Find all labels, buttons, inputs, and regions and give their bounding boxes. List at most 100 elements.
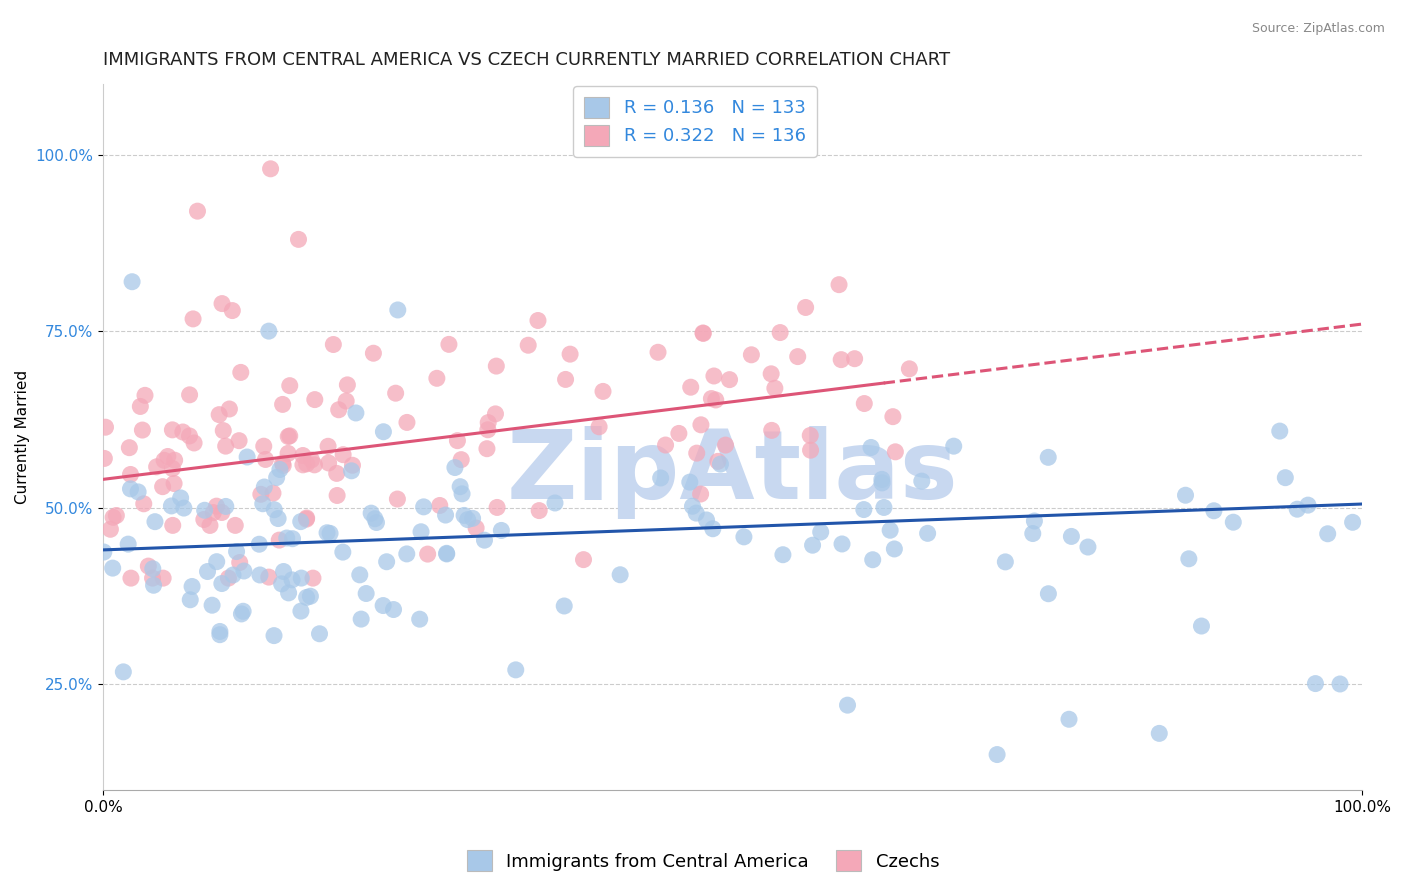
Legend: R = 0.136   N = 133, R = 0.322   N = 136: R = 0.136 N = 133, R = 0.322 N = 136 xyxy=(574,87,817,157)
Point xyxy=(257,324,280,338)
Point xyxy=(322,337,344,351)
Point xyxy=(162,423,184,437)
Point xyxy=(444,460,467,475)
Point xyxy=(326,488,349,502)
Point xyxy=(105,508,128,523)
Point xyxy=(572,552,595,566)
Point xyxy=(1202,504,1225,518)
Point xyxy=(437,337,460,351)
Point xyxy=(1178,551,1201,566)
Point xyxy=(217,571,239,585)
Point xyxy=(342,458,364,473)
Point xyxy=(336,377,359,392)
Point xyxy=(449,480,471,494)
Point xyxy=(134,388,156,402)
Point xyxy=(810,524,832,539)
Point xyxy=(291,449,314,463)
Point xyxy=(484,407,506,421)
Text: ZipAtlas: ZipAtlas xyxy=(506,425,959,519)
Point xyxy=(205,499,228,513)
Point xyxy=(860,441,883,455)
Point xyxy=(870,472,893,486)
Point xyxy=(269,462,291,476)
Point xyxy=(679,475,702,490)
Point xyxy=(229,365,252,379)
Point xyxy=(120,467,142,482)
Point xyxy=(173,501,195,516)
Point xyxy=(179,429,201,443)
Point xyxy=(202,506,225,520)
Point xyxy=(94,420,117,434)
Point xyxy=(436,547,458,561)
Point xyxy=(121,275,143,289)
Point xyxy=(160,499,183,513)
Point xyxy=(250,487,273,501)
Point xyxy=(517,338,540,352)
Point xyxy=(304,392,326,407)
Point xyxy=(387,491,409,506)
Point xyxy=(882,409,904,424)
Point xyxy=(692,326,714,340)
Point xyxy=(1341,516,1364,530)
Point xyxy=(1038,450,1060,465)
Point xyxy=(295,511,318,525)
Point xyxy=(668,426,690,441)
Point xyxy=(100,522,122,536)
Point xyxy=(162,461,184,475)
Point xyxy=(689,487,711,501)
Point xyxy=(1329,677,1351,691)
Point xyxy=(193,512,215,526)
Point xyxy=(278,378,301,392)
Point xyxy=(942,439,965,453)
Point xyxy=(232,604,254,618)
Point xyxy=(799,428,821,442)
Point xyxy=(340,464,363,478)
Point xyxy=(1060,529,1083,543)
Point xyxy=(194,503,217,517)
Point xyxy=(93,545,115,559)
Point xyxy=(485,359,508,373)
Point xyxy=(679,380,702,394)
Point xyxy=(138,559,160,574)
Point xyxy=(879,523,901,537)
Point xyxy=(830,352,852,367)
Point xyxy=(434,508,457,522)
Point xyxy=(451,487,474,501)
Point xyxy=(304,458,326,472)
Point xyxy=(120,571,142,585)
Point xyxy=(1022,526,1045,541)
Point xyxy=(162,518,184,533)
Point xyxy=(316,439,339,453)
Point xyxy=(1149,726,1171,740)
Point xyxy=(225,544,247,558)
Point xyxy=(211,296,233,310)
Point xyxy=(740,348,762,362)
Point xyxy=(266,470,288,484)
Point xyxy=(271,397,294,411)
Point xyxy=(408,612,430,626)
Point xyxy=(1038,587,1060,601)
Point xyxy=(1077,540,1099,554)
Point xyxy=(554,372,576,386)
Point xyxy=(647,345,669,359)
Point xyxy=(129,400,152,414)
Point xyxy=(332,448,354,462)
Point xyxy=(704,392,727,407)
Point xyxy=(112,665,135,679)
Point xyxy=(101,510,124,524)
Point xyxy=(302,571,325,585)
Point xyxy=(163,476,186,491)
Point xyxy=(461,511,484,525)
Point xyxy=(143,515,166,529)
Point xyxy=(325,467,347,481)
Point xyxy=(271,458,294,473)
Point xyxy=(465,521,488,535)
Point xyxy=(375,555,398,569)
Point xyxy=(350,612,373,626)
Point xyxy=(247,537,270,551)
Point xyxy=(852,502,875,516)
Point xyxy=(181,312,204,326)
Point xyxy=(120,482,142,496)
Point xyxy=(761,423,783,437)
Point xyxy=(142,571,165,585)
